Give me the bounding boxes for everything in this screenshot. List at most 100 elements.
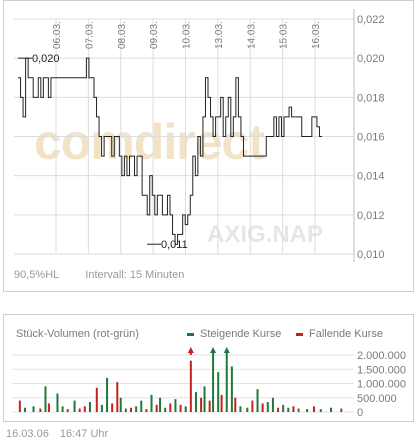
volume-bar xyxy=(73,400,76,412)
high-label: 0,020 xyxy=(32,53,60,65)
volume-bar xyxy=(159,397,162,412)
y-tick-label: 0,020 xyxy=(357,53,385,65)
volume-bar xyxy=(61,406,64,412)
volume-bar xyxy=(189,360,192,412)
volume-bar xyxy=(319,409,322,412)
x-tick-label: 14.03. xyxy=(246,21,257,49)
vol-tick-label: 1.000.000 xyxy=(357,379,406,391)
volume-bar xyxy=(150,394,153,412)
volume-bar xyxy=(174,399,177,412)
volume-bar xyxy=(95,387,98,412)
ticker-watermark: AXIG.NAP xyxy=(207,221,324,248)
x-tick-label: 09.03. xyxy=(149,21,160,49)
footer-date: 16.03.06 xyxy=(6,428,49,440)
volume-bar xyxy=(39,408,42,412)
volume-bar xyxy=(256,389,259,412)
y-tick-label: 0,016 xyxy=(357,132,385,144)
offscale-arrow xyxy=(187,347,194,353)
price-chart: 0,022 0,020 0,018 0,016 0,014 0,012 0,010 06.03… xyxy=(14,9,385,262)
volume-bar xyxy=(230,366,233,412)
falling-swatch xyxy=(296,332,303,336)
volume-bar xyxy=(56,393,59,412)
vol-tick-label: 1.500.000 xyxy=(357,364,406,376)
volume-bar xyxy=(100,404,103,412)
rising-swatch xyxy=(187,332,194,336)
volume-bar xyxy=(119,397,122,412)
volume-bar xyxy=(282,404,285,412)
volume-bar xyxy=(330,407,333,412)
volume-bar xyxy=(32,406,35,412)
volume-bar xyxy=(246,407,249,412)
offscale-arrow xyxy=(223,347,230,353)
volume-bar xyxy=(184,406,187,412)
x-tick-label: 07.03. xyxy=(84,21,95,49)
volume-bar xyxy=(78,408,81,412)
volume-bar xyxy=(200,397,203,412)
vol-tick-label: 500.000 xyxy=(357,393,397,405)
y-tick-label: 0,012 xyxy=(357,210,385,222)
volume-bar xyxy=(111,403,114,412)
volume-bar xyxy=(124,408,127,412)
volume-bar xyxy=(217,372,220,412)
offscale-arrow xyxy=(210,347,217,353)
volume-bar xyxy=(88,402,91,412)
volume-bar xyxy=(23,407,26,412)
volume-bar xyxy=(266,402,269,412)
volume-bar xyxy=(140,400,143,412)
volume-bar xyxy=(164,407,167,412)
volume-chart-panel: Stück-Volumen (rot-grün) Steigende Kurse… xyxy=(3,314,414,422)
volume-bar xyxy=(220,394,223,412)
volume-bar xyxy=(116,382,119,412)
volume-bar xyxy=(145,409,148,412)
brand-watermark: comdirect xyxy=(34,114,265,170)
volume-bar xyxy=(44,386,47,412)
volume-bar xyxy=(297,408,300,412)
legend-falling: Fallende Kurse xyxy=(296,328,383,340)
volume-bar xyxy=(225,355,228,412)
interval-label: Intervall: 15 Minuten xyxy=(85,269,185,281)
volume-bar xyxy=(106,377,109,412)
volume-bar xyxy=(169,403,172,412)
x-tick-label: 08.03. xyxy=(117,21,128,49)
volume-bar xyxy=(18,400,21,412)
y-tick-label: 0,018 xyxy=(357,92,385,104)
x-tick-label: 06.03. xyxy=(52,21,63,49)
volume-bar xyxy=(306,409,309,412)
volume-title: Stück-Volumen (rot-grün) xyxy=(16,328,139,340)
volume-bar xyxy=(312,406,315,412)
x-tick-label: 13.03. xyxy=(214,21,225,49)
y-tick-label: 0,014 xyxy=(357,171,385,183)
y-tick-label: 0,022 xyxy=(357,14,385,26)
x-tick-label: 10.03. xyxy=(182,21,193,49)
volume-bar xyxy=(277,407,280,412)
volume-bar xyxy=(292,406,295,412)
footer-time: 16:47 Uhr xyxy=(59,428,109,440)
legend-rising: Steigende Kurse xyxy=(187,328,281,340)
chart-info-row: 90,5%HL Intervall: 15 Minuten xyxy=(14,269,184,281)
price-line xyxy=(18,57,322,245)
timestamp-footer: 16.03.06 16:47 Uhr xyxy=(6,428,116,440)
volume-bar xyxy=(271,397,274,412)
hl-ratio: 90,5%HL xyxy=(14,269,60,281)
volume-bar xyxy=(251,400,254,412)
volume-bar xyxy=(66,409,69,412)
price-chart-panel: comdirect AXIG.NAP 0,022 0,020 0,018 0,016 0… xyxy=(3,0,414,292)
volume-bar xyxy=(155,404,158,412)
y-tick-label: 0,010 xyxy=(357,249,385,261)
volume-bar xyxy=(135,406,138,412)
vol-tick-label: 2.000.000 xyxy=(357,350,406,362)
volume-chart: 2.000.000 1.500.000 1.000.000 500.000 0 xyxy=(12,347,406,419)
volume-bar xyxy=(234,397,237,412)
volume-bar xyxy=(208,400,211,412)
x-tick-label: 16.03. xyxy=(311,21,322,49)
volume-bar xyxy=(194,392,197,412)
volume-bar xyxy=(83,406,86,412)
low-label: 0,011 xyxy=(161,239,188,251)
volume-bar xyxy=(203,386,206,412)
volume-bar xyxy=(179,404,182,412)
x-tick-label: 15.03. xyxy=(279,21,290,49)
vol-tick-label: 0 xyxy=(357,407,363,419)
volume-bar xyxy=(261,403,264,412)
volume-bar xyxy=(212,355,215,412)
volume-bar xyxy=(340,408,343,412)
